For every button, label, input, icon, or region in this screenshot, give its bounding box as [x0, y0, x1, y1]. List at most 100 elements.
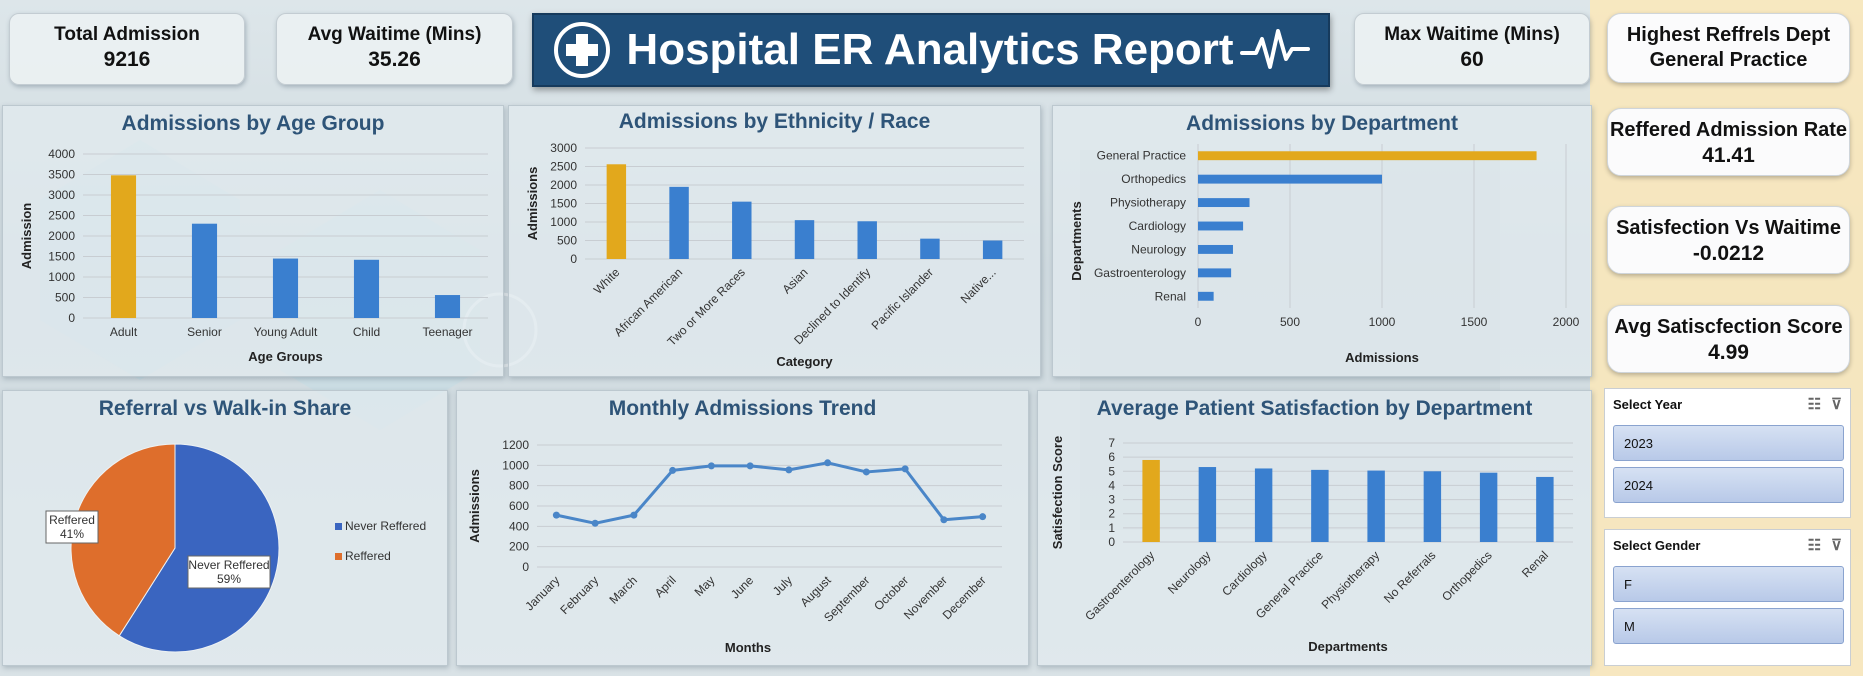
- data-point: [785, 466, 793, 474]
- page-title: Hospital ER Analytics Report: [626, 25, 1234, 74]
- kpi-label: Max Waitime (Mins): [1384, 24, 1560, 45]
- data-label: Reffered: [49, 513, 95, 527]
- kpi-label: Avg Waitime (Mins): [307, 24, 482, 45]
- x-tick-label: Gastroenterology: [1082, 548, 1157, 623]
- bar: [669, 186, 689, 259]
- bar: [732, 201, 752, 259]
- bar: [1198, 291, 1214, 301]
- y-tick-label: 1500: [48, 250, 75, 264]
- y-axis-title: Satisfection Score: [1050, 436, 1065, 549]
- x-tick-label: April: [652, 573, 679, 600]
- x-tick-label: Renal: [1519, 548, 1551, 580]
- y-tick-label: 400: [509, 519, 529, 533]
- y-tick-label: 2500: [48, 209, 75, 223]
- y-tick-label: Orthopedics: [1121, 172, 1186, 186]
- chart-title: Average Patient Satisfaction by Departme…: [1096, 397, 1533, 420]
- slicer-year: Select Year ☷ ⊽ 2023 2024: [1604, 388, 1851, 518]
- x-tick-label: Child: [353, 325, 380, 339]
- side-card-label: Reffered Admission Rate: [1609, 119, 1848, 141]
- legend-entry: Never Reffered: [345, 519, 426, 533]
- x-tick-label: March: [607, 573, 640, 606]
- x-axis-title: Category: [776, 354, 833, 369]
- data-label: 59%: [217, 572, 241, 586]
- bar: [1198, 244, 1233, 254]
- y-tick-label: 0: [522, 560, 529, 574]
- bar: [110, 175, 137, 318]
- multi-select-icon[interactable]: ☷: [1807, 537, 1822, 554]
- bar: [353, 259, 380, 318]
- y-tick-label: Renal: [1155, 289, 1186, 303]
- clear-filter-icon[interactable]: ⊽: [1831, 396, 1842, 413]
- bar: [1536, 476, 1554, 542]
- y-tick-label: 5: [1108, 464, 1115, 478]
- x-tick-label: August: [797, 573, 834, 610]
- side-card-label: Satisfection Vs Waitime: [1616, 217, 1841, 239]
- y-tick-label: 3000: [48, 188, 75, 202]
- slicer-item-2023[interactable]: 2023: [1613, 425, 1844, 461]
- y-axis-title: Departments: [1069, 201, 1084, 280]
- x-tick-label: Cardiology: [1219, 548, 1269, 598]
- slicer-item-2024[interactable]: 2024: [1613, 467, 1844, 503]
- bar: [982, 240, 1003, 259]
- y-tick-label: Gastroenterology: [1094, 266, 1186, 280]
- y-tick-label: 2500: [550, 160, 577, 174]
- data-point: [901, 465, 909, 473]
- data-point: [979, 513, 987, 521]
- bar: [1311, 469, 1329, 542]
- slicer-item-f[interactable]: F: [1613, 566, 1844, 602]
- slicer-title: Select Year: [1613, 396, 1683, 412]
- bar: [1479, 472, 1498, 542]
- x-tick-label: 1000: [1369, 315, 1396, 329]
- y-tick-label: 1: [1108, 521, 1115, 535]
- x-axis-title: Departments: [1308, 639, 1387, 654]
- medical-cross-icon: [554, 22, 611, 78]
- kpi-max-waitime: Max Waitime (Mins) 60: [1354, 13, 1590, 85]
- slicer-title: Select Gender: [1613, 537, 1701, 553]
- x-tick-label: 1500: [1461, 315, 1488, 329]
- panel-ethnicity: Admissions by Ethnicity / Race 0 500 1000 1…: [508, 105, 1041, 377]
- y-tick-label: 1500: [550, 197, 577, 211]
- y-tick-label: 2000: [48, 229, 75, 243]
- bar: [1198, 268, 1232, 278]
- side-highest-referrals: Highest Reffrels Dept General Practice: [1607, 13, 1850, 83]
- data-point: [552, 511, 560, 519]
- y-tick-label: 1000: [550, 215, 577, 229]
- x-axis-title: Age Groups: [248, 349, 322, 364]
- pie-slice: [118, 443, 280, 653]
- x-tick-label: 2000: [1553, 315, 1580, 329]
- y-tick-label: 0: [570, 252, 577, 266]
- x-tick-label: June: [728, 573, 757, 602]
- y-tick-label: 7: [1108, 436, 1115, 450]
- chart-department: 0 500 1000 1500 2000 General Practice Orthoped…: [1069, 144, 1580, 365]
- panel-referral: Referral vs Walk-in Share Never Reffered…: [2, 390, 448, 666]
- bar: [857, 221, 877, 259]
- x-tick-label: July: [770, 573, 795, 598]
- x-tick-label: Orthopedics: [1439, 548, 1495, 604]
- slicer-item-m[interactable]: M: [1613, 608, 1844, 644]
- side-card-value: 41.41: [1702, 144, 1755, 167]
- bar: [1423, 471, 1442, 542]
- multi-select-icon[interactable]: ☷: [1807, 396, 1822, 413]
- series-line: [556, 461, 983, 525]
- bar: [191, 223, 218, 318]
- bar: [1367, 470, 1385, 542]
- chart-title: Admissions by Age Group: [121, 112, 385, 135]
- heartbeat-icon: [1239, 29, 1310, 69]
- chart-age-group: 0 500 1000 1500 2000 2500 3000 3500 4000 Adult Sen…: [19, 147, 488, 364]
- x-tick-label: Physiotherapy: [1319, 548, 1383, 612]
- y-tick-label: 0: [68, 311, 75, 325]
- clear-filter-icon[interactable]: ⊽: [1831, 537, 1842, 554]
- x-tick-label: 0: [1195, 315, 1202, 329]
- x-tick-label: May: [692, 573, 718, 599]
- y-tick-label: 1000: [48, 270, 75, 284]
- x-tick-label: Adult: [110, 325, 138, 339]
- y-axis-title: Admissions: [525, 167, 540, 241]
- y-tick-label: 3000: [550, 141, 577, 155]
- slicer-gender: Select Gender ☷ ⊽ F M: [1604, 529, 1851, 666]
- x-tick-label: Asian: [779, 265, 810, 296]
- side-card-label: Avg Satiscfection Score: [1614, 316, 1843, 338]
- y-tick-label: Cardiology: [1129, 219, 1186, 233]
